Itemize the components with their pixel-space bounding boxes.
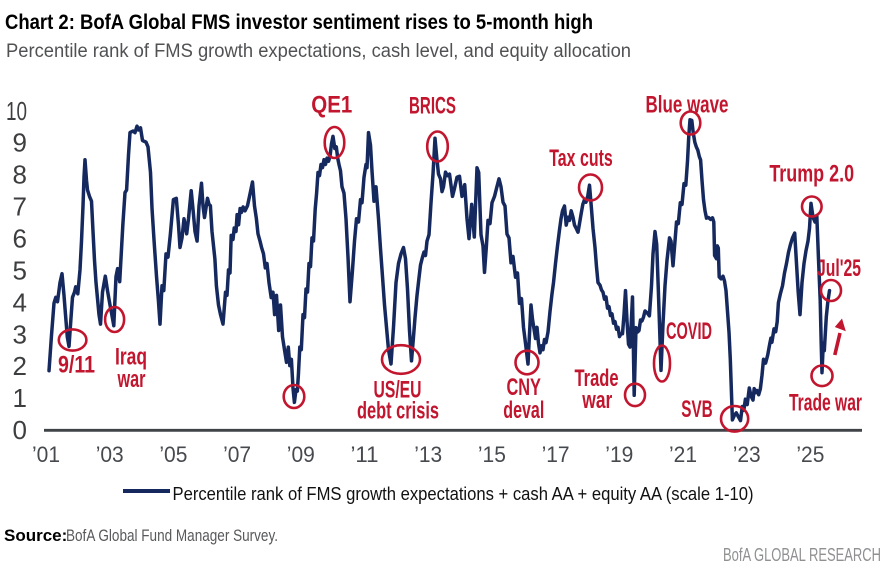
svg-text:’09: ’09	[287, 442, 315, 467]
svg-text:BRICS: BRICS	[409, 93, 456, 120]
svg-text:Percentile rank of FMS growth: Percentile rank of FMS growth expectatio…	[173, 484, 754, 504]
svg-text:9/11: 9/11	[58, 352, 95, 379]
svg-text:Trade war: Trade war	[789, 390, 862, 417]
svg-text:6: 6	[13, 224, 27, 254]
svg-text:Trump 2.0: Trump 2.0	[769, 161, 854, 188]
svg-text:’01: ’01	[32, 442, 60, 467]
svg-text:2: 2	[13, 351, 27, 381]
svg-text:CNY: CNY	[506, 374, 541, 401]
svg-text:Trade: Trade	[575, 365, 619, 392]
svg-text:COVID: COVID	[666, 318, 712, 345]
svg-text:8: 8	[13, 160, 27, 190]
svg-text:’03: ’03	[96, 442, 124, 467]
svg-text:Chart 2: BofA Global FMS inves: Chart 2: BofA Global FMS investor sentim…	[5, 11, 593, 34]
svg-text:SVB: SVB	[681, 396, 713, 423]
svg-text:deval: deval	[503, 397, 544, 424]
svg-text:Blue wave: Blue wave	[646, 92, 729, 119]
svg-text:9: 9	[13, 128, 27, 158]
svg-text:’05: ’05	[159, 442, 187, 467]
svg-text:Iraq: Iraq	[115, 344, 147, 371]
svg-text:US/EU: US/EU	[374, 377, 422, 404]
svg-text:debt crisis: debt crisis	[357, 398, 439, 425]
svg-text:4: 4	[13, 287, 27, 317]
svg-text:BofA GLOBAL RESEARCH: BofA GLOBAL RESEARCH	[723, 545, 881, 565]
svg-text:war: war	[582, 387, 613, 414]
svg-text:10: 10	[6, 96, 27, 126]
svg-text:Tax cuts: Tax cuts	[549, 145, 613, 172]
svg-text:5: 5	[13, 256, 27, 286]
svg-text:war: war	[117, 366, 146, 393]
svg-text:Jul'25: Jul'25	[817, 255, 861, 282]
svg-text:0: 0	[13, 415, 27, 445]
svg-text:BofA Global Fund Manager Surve: BofA Global Fund Manager Survey.	[66, 526, 278, 545]
svg-text:7: 7	[13, 192, 27, 222]
svg-text:’15: ’15	[478, 442, 506, 467]
svg-text:’19: ’19	[605, 442, 633, 467]
svg-text:’07: ’07	[223, 442, 251, 467]
svg-text:3: 3	[13, 319, 27, 349]
svg-text:QE1: QE1	[311, 92, 352, 119]
svg-text:Percentile rank of FMS growth: Percentile rank of FMS growth expectatio…	[6, 41, 631, 62]
svg-text:Source:: Source:	[4, 526, 67, 545]
svg-text:’17: ’17	[542, 442, 570, 467]
svg-text:’21: ’21	[669, 442, 697, 467]
svg-text:1: 1	[13, 383, 27, 413]
svg-text:’11: ’11	[351, 442, 379, 467]
svg-text:’23: ’23	[733, 442, 761, 467]
svg-text:’25: ’25	[796, 442, 824, 467]
svg-text:’13: ’13	[414, 442, 442, 467]
